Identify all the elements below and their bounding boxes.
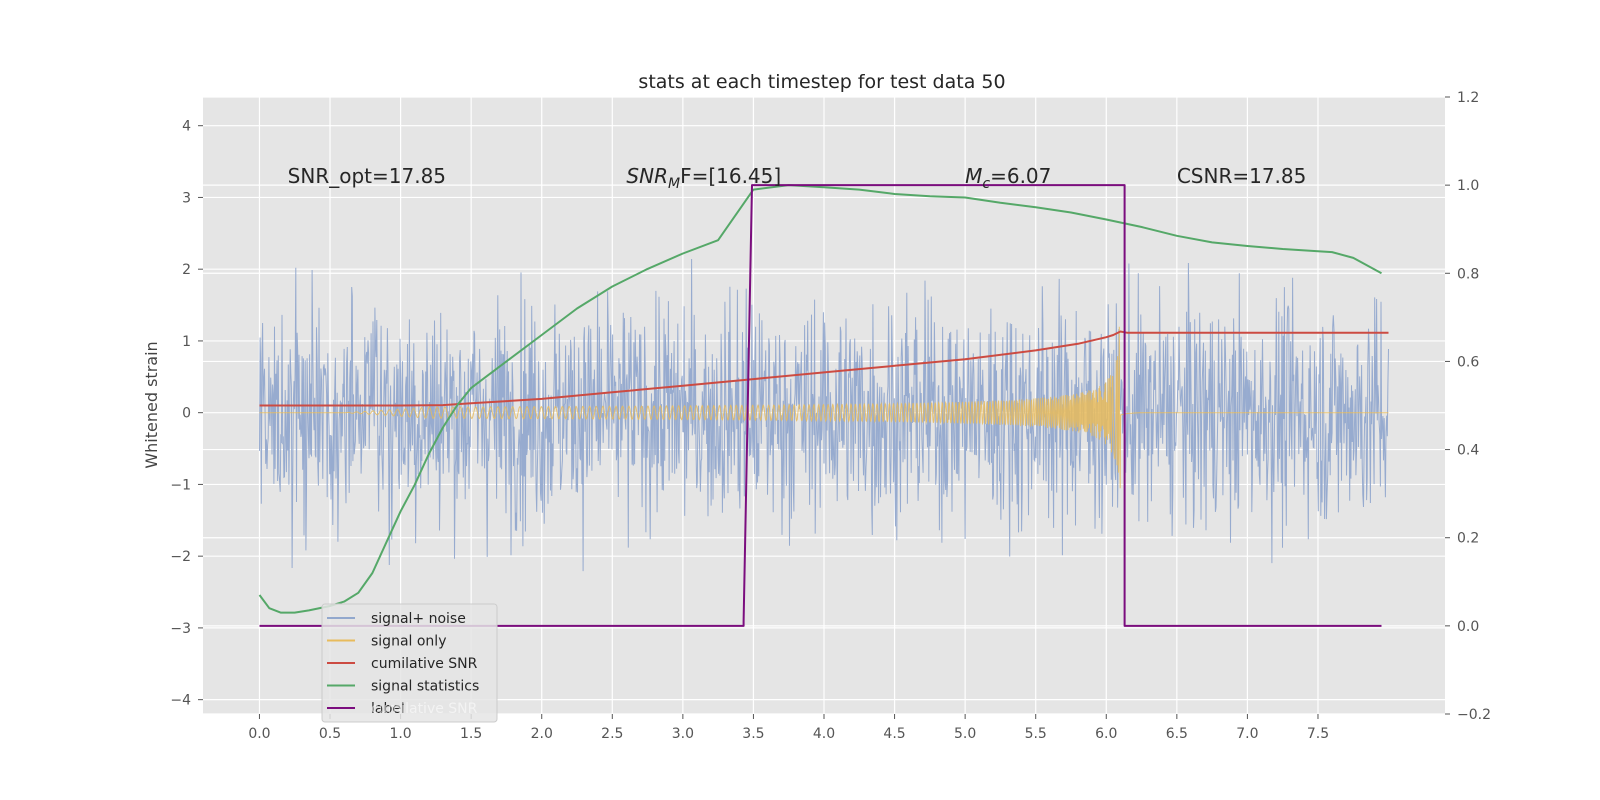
y-tick-label: 2: [182, 262, 191, 278]
y2-tick-label: 1.2: [1457, 90, 1479, 106]
axes: 0.0 0.5 1.0 1.5 2.0 2.5 3.0 3.5 4.0 4.5 5.0 5.5 6.0 6…: [170, 90, 1491, 742]
annotation-3: CSNR=17.85: [1177, 164, 1307, 188]
y-tick-label: 4: [182, 119, 191, 135]
x-tick-label: 0.0: [248, 726, 270, 742]
annotation-symbol: M: [965, 164, 982, 188]
y-axis-label: Whitened strain: [142, 341, 161, 468]
series-label-line: [259, 184, 1382, 627]
y-tick-label: −4: [170, 693, 191, 709]
y-tick-label: −3: [170, 621, 191, 637]
y2-tick-label: 0.8: [1457, 266, 1479, 282]
x-tick-label: 2.0: [531, 726, 553, 742]
x-tick-label: 6.0: [1095, 726, 1117, 742]
y-tick-label: 3: [182, 190, 191, 206]
x-tick-label: 4.0: [813, 726, 835, 742]
y2-tick-label: 0.0: [1457, 619, 1479, 635]
x-tick-label: 7.0: [1236, 726, 1258, 742]
series-signal-noise-line: [259, 258, 1389, 572]
series-cumilative-snr-line: [259, 330, 1389, 407]
annotation-value: F=[16.45]: [680, 164, 781, 188]
x-tick-label: 1.5: [460, 726, 482, 742]
x-tick-label: 3.0: [672, 726, 694, 742]
series-layer: [258, 184, 1389, 627]
x-tick-label: 4.5: [883, 726, 905, 742]
y2-tick-label: 0.2: [1457, 531, 1479, 547]
y2-tick-label: 0.6: [1457, 354, 1479, 370]
legend-label: label: [371, 701, 405, 717]
legend-ghost-label: cumilative SNR: [371, 701, 478, 717]
y-tick-label: 1: [182, 334, 191, 350]
annotation-subscript: c: [982, 176, 990, 192]
x-tick-label: 0.5: [319, 726, 341, 742]
y2-tick-label: 1.0: [1457, 178, 1479, 194]
chart-title: stats at each timestep for test data 50: [638, 71, 1005, 93]
y-tick-label: −1: [170, 477, 191, 493]
x-tick-label: 5.5: [1025, 726, 1047, 742]
legend-label: signal only: [371, 634, 446, 650]
y2-tick-label: 0.4: [1457, 443, 1479, 459]
y-tick-label: −2: [170, 549, 191, 565]
legend-label: signal statistics: [371, 679, 479, 695]
legend-label: signal+ noise: [371, 611, 466, 627]
y2-tick-label: −0.2: [1457, 707, 1491, 723]
series-signal-only-line: [259, 326, 1389, 489]
annotation-1: SNRMF=[16.45]: [626, 164, 781, 192]
annotation-2: Mc=6.07: [965, 164, 1051, 192]
annotation-0: SNR_opt=17.85: [288, 164, 446, 188]
series-signal-statistics-line: [258, 184, 1382, 614]
x-tick-label: 2.5: [601, 726, 623, 742]
annotations: SNR_opt=17.85 SNRMF=[16.45] Mc=6.07 CSNR=17…: [288, 164, 1307, 192]
annotation-subscript: M: [668, 176, 680, 192]
x-tick-label: 1.0: [389, 726, 411, 742]
legend: signal+ noise signal only cumilative SNR si…: [321, 603, 498, 723]
annotation-symbol: SNR: [626, 164, 668, 188]
y-tick-label: 0: [182, 406, 191, 422]
legend-box: [321, 603, 498, 723]
annotation-value: =6.07: [990, 164, 1051, 188]
x-tick-label: 7.5: [1307, 726, 1329, 742]
legend-label: cumilative SNR: [371, 656, 478, 672]
x-tick-label: 3.5: [742, 726, 764, 742]
x-tick-label: 6.5: [1166, 726, 1188, 742]
x-tick-label: 5.0: [954, 726, 976, 742]
